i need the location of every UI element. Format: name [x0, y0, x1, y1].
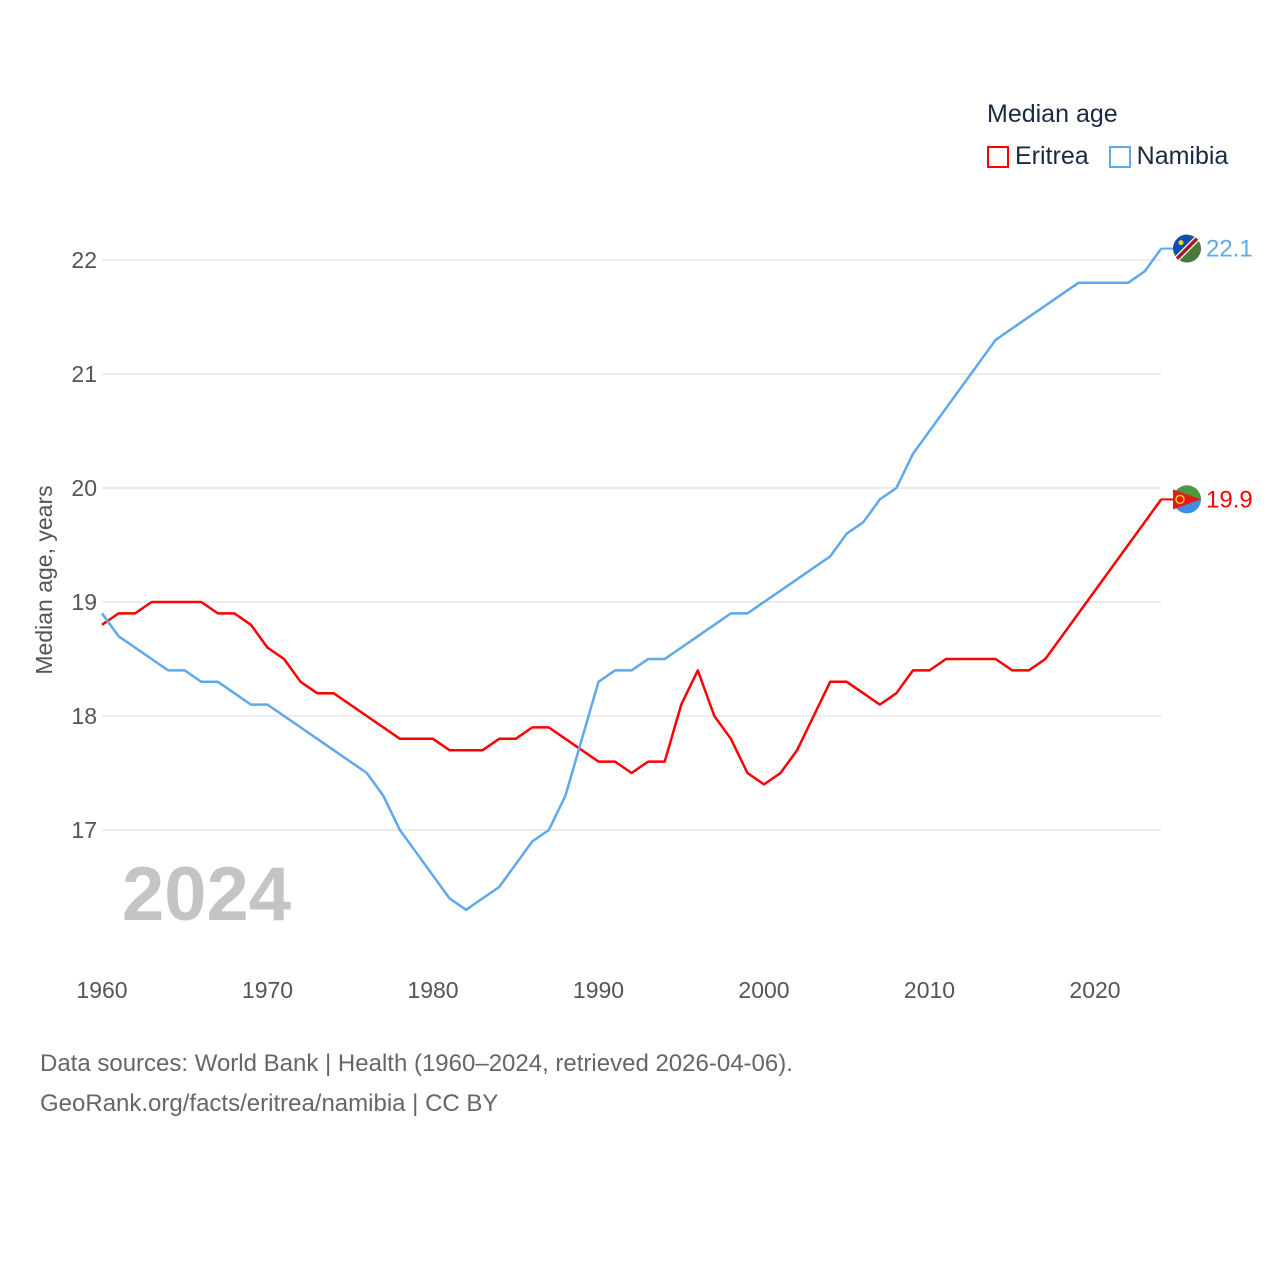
x-tick-label: 2020: [1069, 977, 1120, 1003]
eritrea-flag-emblem: [1175, 494, 1185, 505]
legend-label-eritrea: Eritrea: [1015, 142, 1089, 170]
y-tick-label: 18: [71, 703, 97, 729]
x-tick-label: 1960: [76, 977, 127, 1003]
legend-label-namibia: Namibia: [1136, 142, 1229, 170]
legend-title: Median age: [987, 100, 1118, 128]
y-tick-label: 21: [71, 361, 97, 387]
y-tick-label: 17: [71, 817, 97, 843]
y-tick-label: 20: [71, 475, 97, 501]
footer: Data sources: World Bank | Health (1960–…: [40, 1044, 793, 1124]
series-line-eritrea: [101, 498, 1163, 786]
x-tick-label: 2000: [738, 977, 789, 1003]
y-tick-label: 19: [71, 589, 97, 615]
namibia-flag-sun: [1178, 240, 1184, 246]
legend: Eritrea Namibia: [987, 142, 1228, 171]
legend-swatch-eritrea: [987, 145, 1009, 168]
x-tick-label: 2010: [904, 977, 955, 1003]
series-line-namibia: [100, 247, 1163, 912]
data-source-text: Data sources: World Bank | Health (1960–…: [40, 1050, 793, 1077]
namibia-flag-red: [1175, 237, 1199, 260]
x-tick-label: 1970: [242, 977, 293, 1003]
end-value-label: 22.1: [1206, 236, 1253, 263]
legend-item-namibia[interactable]: Namibia: [1108, 142, 1229, 171]
y-axis-label: Median age, years: [31, 485, 57, 674]
legend-swatch-namibia: [1108, 145, 1131, 168]
end-value-label: 19.9: [1206, 486, 1253, 513]
legend-item-eritrea[interactable]: Eritrea: [987, 142, 1089, 171]
x-tick-label: 1980: [407, 977, 458, 1003]
eritrea-flag-red: [1173, 489, 1201, 510]
x-tick-label: 1990: [573, 977, 624, 1003]
source-link[interactable]: GeoRank.org/facts/eritrea/namibia | CC B…: [40, 1090, 499, 1117]
y-tick-label: 22: [71, 247, 97, 273]
year-watermark: 2024: [122, 852, 291, 937]
